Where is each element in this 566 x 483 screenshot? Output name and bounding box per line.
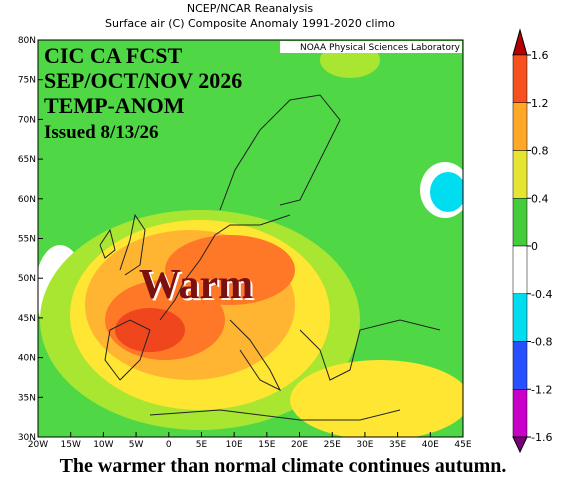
lon-label: 25E: [324, 440, 341, 450]
colorbar-segment: [512, 293, 528, 342]
lat-label: 40N: [18, 354, 36, 364]
overlay-line: Issued 8/13/26: [44, 122, 159, 143]
colorbar-label: -0.4: [531, 288, 552, 301]
colorbar-segment: [512, 389, 528, 438]
lon-label: 20W: [28, 440, 48, 450]
colorbar-segment: [512, 245, 528, 294]
lat-label: 30N: [18, 433, 36, 443]
lon-label: 20E: [291, 440, 308, 450]
lon-label: 10E: [226, 440, 243, 450]
colorbar-segment: [512, 54, 528, 103]
credit: NOAA Physical Sciences Laboratory: [300, 43, 461, 53]
lon-label: 0: [166, 440, 172, 450]
overlay-line: CIC CA FCST: [44, 43, 182, 68]
colorbar-label: -1.6: [531, 431, 552, 444]
credit-box: [280, 41, 462, 53]
overlay-line: SEP/OCT/NOV 2026: [44, 68, 242, 93]
colorbar-cap: [512, 28, 528, 56]
lon-label: 45E: [454, 440, 471, 450]
colorbar-label: 0.4: [531, 192, 549, 205]
lat-label: 60N: [18, 195, 36, 205]
lon-label: 15E: [258, 440, 275, 450]
subtitle: Surface air (C) Composite Anomaly 1991-2…: [105, 17, 395, 30]
warm-label: Warm: [139, 262, 253, 308]
colorbar-label: 1.2: [531, 97, 549, 110]
colorbar-cap: [512, 436, 528, 454]
lat-label: 35N: [18, 393, 36, 403]
lon-label: 5E: [196, 440, 208, 450]
lon-label: 35E: [389, 440, 406, 450]
colorbar-segment: [512, 341, 528, 390]
lat-label: 75N: [18, 76, 36, 86]
colorbar-label: 0.8: [531, 145, 549, 158]
lat-label: 55N: [18, 235, 36, 245]
lon-label: 40E: [422, 440, 439, 450]
colorbar-label: 1.6: [531, 49, 549, 62]
lat-label: 70N: [18, 115, 36, 125]
colorbar-label: -0.8: [531, 336, 552, 349]
colorbar-segment: [512, 198, 528, 247]
lat-label: 45N: [18, 314, 36, 324]
lon-label: 30E: [356, 440, 373, 450]
warm-shadow: Warm: [141, 264, 255, 310]
colorbar-segment: [512, 102, 528, 151]
caption: The warmer than normal climate continues…: [60, 455, 507, 477]
lat-label: 80N: [18, 36, 36, 46]
colorbar-label: -1.2: [531, 383, 552, 396]
colorbar-segment: [512, 150, 528, 199]
lon-label: 10W: [93, 440, 113, 450]
colorbar-label: 0: [531, 240, 538, 253]
lat-label: 65N: [18, 155, 36, 165]
title: NCEP/NCAR Reanalysis: [187, 2, 313, 15]
map-field: [38, 40, 463, 437]
overlay-line: TEMP-ANOM: [44, 93, 185, 118]
lon-label: 15W: [61, 440, 81, 450]
lat-label: 50N: [18, 274, 36, 284]
lon-label: 5W: [129, 440, 144, 450]
